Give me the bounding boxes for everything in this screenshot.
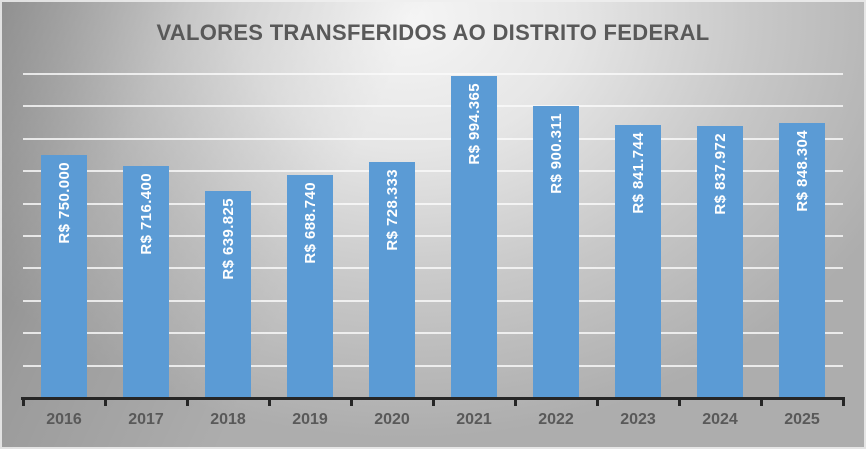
x-axis-label-2017: 2017: [128, 411, 164, 428]
bar-value-label: R$ 837.972: [711, 133, 729, 216]
x-axis-tick: [103, 399, 107, 406]
x-axis-tick: [595, 399, 599, 406]
bar-2021: R$ 994.365: [451, 75, 497, 398]
x-axis-tick: [431, 399, 435, 406]
gridline: [23, 235, 843, 237]
bar-value-label: R$ 994.365: [465, 82, 483, 165]
gridline: [23, 170, 843, 173]
gridline: [23, 73, 843, 75]
x-axis-label-2025: 2025: [784, 411, 820, 428]
bar-2019: R$ 688.740: [287, 174, 333, 398]
bar-2024: R$ 837.972: [697, 126, 743, 398]
x-axis-label-2022: 2022: [538, 411, 574, 428]
x-axis-tick: [21, 399, 25, 406]
x-axis-line: [21, 397, 845, 400]
gridline: [23, 332, 843, 335]
gridline: [23, 364, 843, 367]
bar-value-label: R$ 639.825: [219, 197, 237, 280]
bar-value-label: R$ 728.333: [383, 169, 401, 251]
gridline: [23, 299, 843, 302]
x-axis-tick: [759, 399, 763, 406]
bar-2022: R$ 900.311: [533, 106, 579, 398]
bar-2025: R$ 848.304: [779, 123, 825, 398]
gridline: [23, 267, 843, 270]
x-axis-label-2023: 2023: [620, 411, 656, 428]
gridline: [23, 202, 843, 205]
x-axis-tick: [677, 399, 681, 406]
x-axis-label-2020: 2020: [374, 411, 410, 428]
x-axis-label-2021: 2021: [456, 411, 492, 428]
x-axis-tick: [267, 399, 271, 406]
bar-2018: R$ 639.825: [205, 190, 251, 398]
chart-title: VALORES TRANSFERIDOS AO DISTRITO FEDERAL: [156, 20, 710, 45]
bar-value-label: R$ 900.311: [547, 113, 565, 195]
x-axis-label-2024: 2024: [702, 411, 738, 428]
bar-2020: R$ 728.333: [369, 162, 415, 398]
gridline: [23, 137, 843, 140]
x-axis-tick: [185, 399, 189, 406]
gridline: [23, 105, 843, 108]
bar-value-label: R$ 848.304: [793, 130, 811, 212]
bar-value-label: R$ 716.400: [137, 172, 155, 255]
x-axis-label-2019: 2019: [292, 411, 328, 428]
x-axis-tick: [349, 399, 353, 406]
bar-value-label: R$ 750.000: [55, 162, 73, 244]
x-axis-tick: [513, 399, 517, 406]
bar-2023: R$ 841.744: [615, 125, 661, 398]
x-axis-tick: [841, 399, 845, 406]
x-axis-label-2016: 2016: [46, 411, 82, 428]
bar-2017: R$ 716.400: [123, 165, 169, 398]
bar-value-label: R$ 688.740: [301, 181, 319, 264]
bar-2016: R$ 750.000: [41, 155, 87, 398]
bar-value-label: R$ 841.744: [629, 132, 647, 214]
x-axis-label-2018: 2018: [210, 411, 246, 428]
